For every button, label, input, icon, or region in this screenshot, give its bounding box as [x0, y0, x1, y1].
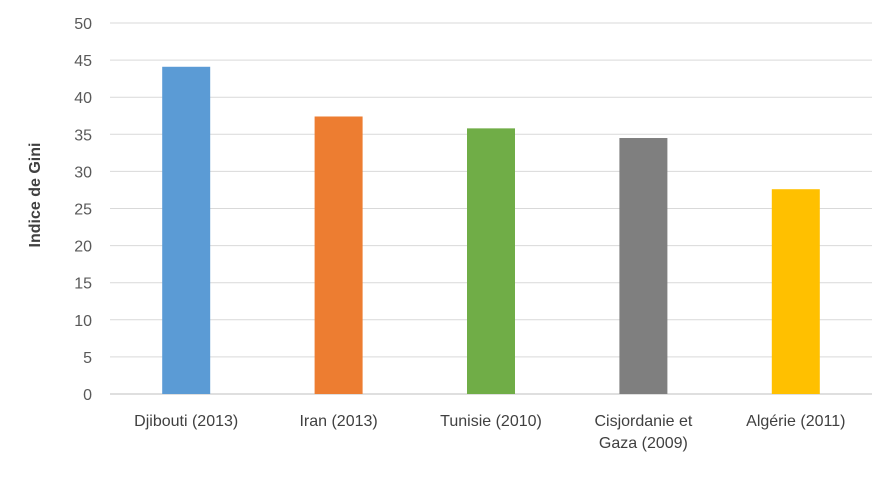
bars [162, 66, 820, 394]
bar [771, 189, 820, 394]
x-category-label-line: Cisjordanie et [594, 413, 692, 430]
y-tick-label: 0 [83, 387, 92, 404]
x-category-label: Djibouti (2013) [134, 413, 238, 430]
y-tick-label: 25 [74, 202, 92, 219]
x-category-label: Tunisie (2010) [440, 413, 542, 430]
y-tick-label: 15 [74, 276, 92, 293]
x-category-label: Cisjordanie et Gaza (2009) [594, 413, 692, 452]
y-tick-label: 10 [74, 313, 92, 330]
x-category-label-line: Djibouti (2013) [134, 413, 238, 430]
y-tick-label: 45 [74, 53, 92, 70]
y-tick-label: 20 [74, 239, 92, 256]
bar [467, 128, 515, 394]
y-axis-ticks: 0 5 10 15 20 25 30 35 40 45 50 [74, 16, 92, 404]
x-category-label-line: Gaza (2009) [599, 435, 688, 452]
x-category-label: Algérie (2011) [746, 413, 845, 430]
bar [162, 66, 211, 394]
y-tick-label: 50 [74, 16, 92, 33]
y-tick-label: 5 [83, 350, 92, 367]
y-tick-label: 30 [74, 164, 92, 181]
y-axis-title: Indice de Gini [27, 143, 44, 248]
y-tick-label: 40 [74, 90, 92, 107]
x-category-label-line: Tunisie (2010) [440, 413, 542, 430]
bar [314, 116, 363, 394]
x-category-label: Iran (2013) [299, 413, 377, 430]
x-category-label-line: Algérie (2011) [746, 413, 845, 430]
x-axis-labels: Djibouti (2013) Iran (2013) Tunisie (2010)… [134, 413, 845, 452]
y-tick-label: 35 [74, 127, 92, 144]
x-category-label-line: Iran (2013) [299, 413, 377, 430]
bar [619, 138, 668, 394]
